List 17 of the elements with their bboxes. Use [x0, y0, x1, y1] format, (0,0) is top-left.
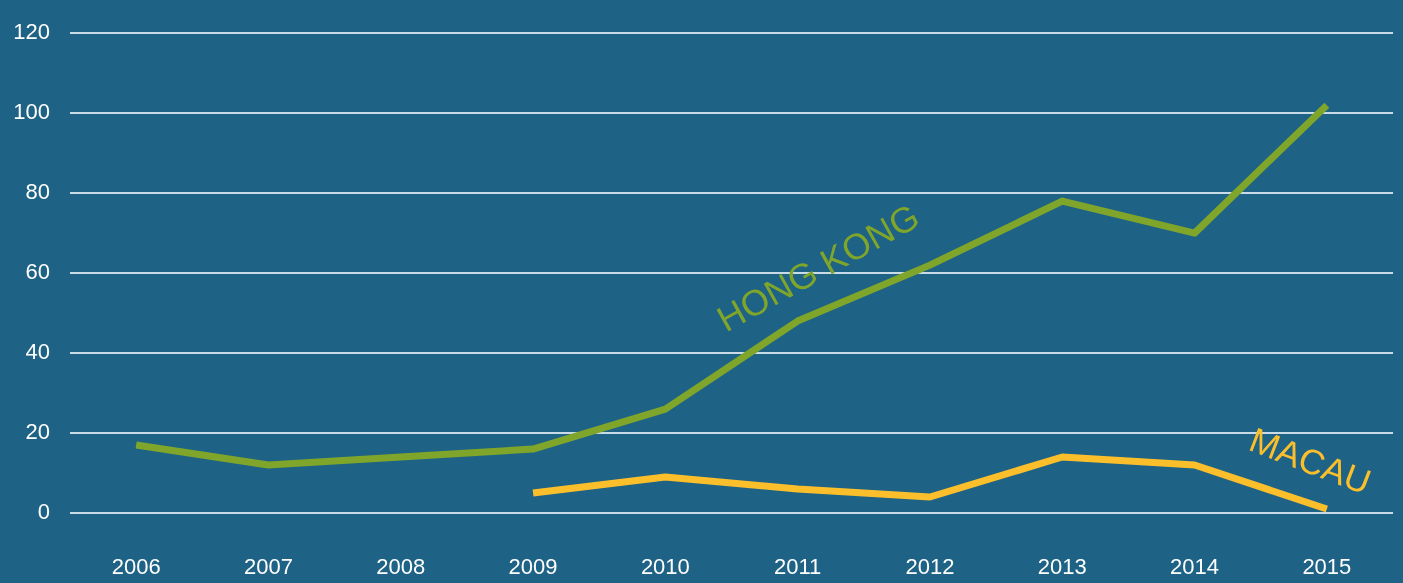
x-tick-label: 2015 [1302, 554, 1352, 580]
x-tick-label: 2009 [508, 554, 558, 580]
x-tick-label: 2007 [243, 554, 293, 580]
y-tick-label: 0 [37, 499, 50, 525]
x-tick-label: 2014 [1170, 554, 1220, 580]
x-tick-label: 2010 [640, 554, 690, 580]
x-tick-label: 2013 [1037, 554, 1087, 580]
y-tick-label: 20 [25, 419, 50, 445]
y-tick-label: 40 [25, 339, 50, 365]
x-tick-label: 2012 [905, 554, 955, 580]
x-tick-label: 2011 [773, 554, 822, 580]
x-tick-label: 2006 [111, 554, 161, 580]
y-tick-label: 100 [13, 99, 50, 125]
y-tick-label: 120 [13, 19, 50, 45]
x-tick-label: 2008 [376, 554, 426, 580]
y-tick-label: 80 [25, 179, 50, 205]
y-tick-label: 60 [25, 259, 50, 285]
